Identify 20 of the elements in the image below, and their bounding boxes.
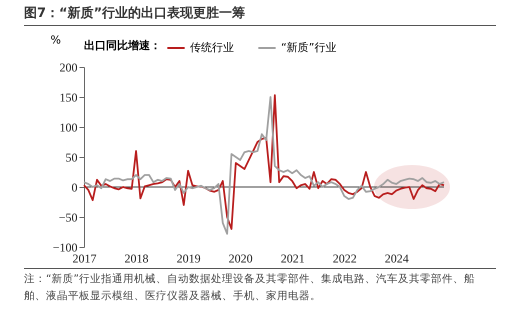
x-tick-label: 2017 xyxy=(72,252,96,266)
x-tick-label: 2021 xyxy=(280,252,305,266)
legend-label: 传统行业 xyxy=(190,41,234,54)
x-tick-label: 2019 xyxy=(176,252,201,266)
x-tick-label: 2020 xyxy=(228,252,253,266)
y-tick-label: 0 xyxy=(72,180,78,194)
legend-label: “新质”行业 xyxy=(281,41,336,54)
y-tick-label: 100 xyxy=(60,120,78,134)
legend-title: 出口同比增速： xyxy=(84,39,161,52)
y-tick-label: 200 xyxy=(60,60,78,74)
x-tick-label: 2018 xyxy=(124,252,149,266)
y-tick-label: −100 xyxy=(52,240,78,254)
y-tick-label: −50 xyxy=(58,210,78,224)
chart-title: 图7：“新质”行业的出口表现更胜一筹 xyxy=(24,4,496,26)
x-tick-label: 2024 xyxy=(384,252,409,266)
x-tick-label: 2022 xyxy=(332,252,357,266)
y-axis-title: % xyxy=(50,34,61,46)
text: 注：“新质”行业指通用机械、自动数据处理设备及其零部件、集成电路、汽车及其零部件、船舶、液晶平板显示模组、医疗仪器及器械、手机、家用电器。 xyxy=(24,271,496,305)
y-tick-label: 150 xyxy=(60,90,78,104)
y-tick-label: 50 xyxy=(66,150,78,164)
